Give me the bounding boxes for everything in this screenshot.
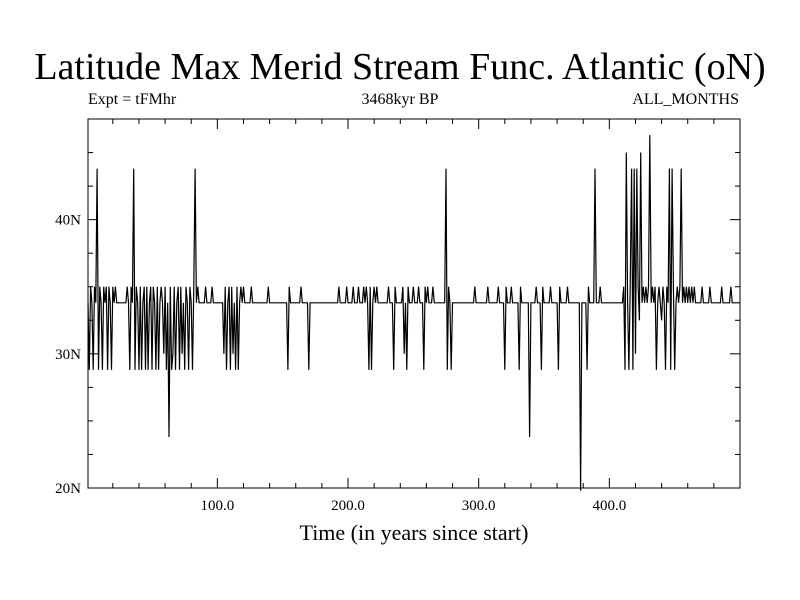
x-tick-label: 100.0 [200, 498, 234, 514]
y-tick-label: 30N [55, 347, 81, 363]
experiment-label: Expt = tFMhr [88, 91, 177, 108]
y-tick-label: 20N [55, 481, 81, 497]
plot-frame [87, 118, 741, 489]
series-group [87, 135, 740, 491]
chart-title: Latitude Max Merid Stream Func. Atlantic… [34, 46, 766, 88]
season-label: ALL_MONTHS [632, 91, 739, 108]
x-tick-label: 200.0 [331, 498, 365, 514]
y-tick-label: 40N [55, 213, 81, 229]
series-line [87, 135, 740, 491]
x-tick-label: 400.0 [592, 498, 626, 514]
x-axis-label: Time (in years since start) [299, 520, 529, 545]
period-label: 3468kyr BP [361, 91, 439, 108]
tick-labels: 100.0 200.0 300.0 400.0 20N 30N 40N [55, 213, 626, 514]
x-tick-label: 300.0 [462, 498, 496, 514]
